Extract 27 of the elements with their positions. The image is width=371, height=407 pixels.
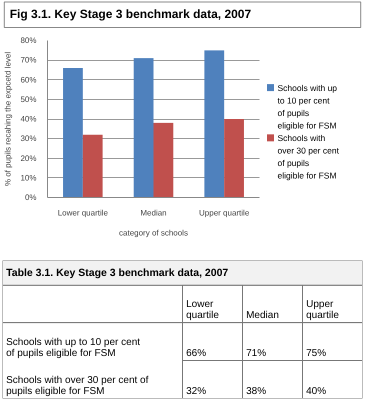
- y-tick-label: 0%: [24, 193, 36, 202]
- y-tick-label: 70%: [20, 56, 37, 65]
- data-label: 75%: [306, 348, 326, 360]
- x-tick-label: Lower quartile: [186, 299, 220, 322]
- data-label: 32%: [186, 386, 206, 398]
- y-axis-title: % of pupils recahing the expcetd level: [3, 52, 12, 186]
- y-tick-label: 50%: [20, 94, 37, 104]
- y-tick-label: 10%: [20, 173, 37, 182]
- chart-title: Table 3.1. Key Stage 3 benchmark data, 2007: [6, 266, 228, 279]
- x-tick-label: Upper quartile: [306, 299, 340, 322]
- x-tick-label: Median: [246, 310, 279, 322]
- x-tick-label: Median: [140, 208, 167, 218]
- data-label: 38%: [246, 386, 266, 398]
- y-tick-label: 30%: [20, 134, 37, 144]
- legend-label: Schools with up to 10 per cent of pupils eligible for FSM: [278, 82, 338, 130]
- x-tick-label: Lower quartile: [58, 208, 109, 218]
- y-tick-label: 20%: [20, 154, 37, 163]
- y-tick-label: 40%: [20, 114, 37, 124]
- data-label: 66%: [186, 348, 206, 360]
- legend-label: Schools with over 30 per cent of pupils eligible for FSM: [278, 133, 340, 181]
- x-axis-title: category of schools: [119, 228, 188, 238]
- y-tick-label: 80%: [20, 36, 37, 45]
- data-label: 71%: [246, 348, 266, 360]
- data-label: 40%: [306, 386, 326, 398]
- chart-title: Fig 3.1. Key Stage 3 benchmark data, 2007: [10, 7, 252, 21]
- x-tick-label: Upper quartile: [199, 208, 250, 218]
- y-tick-label: 60%: [20, 75, 37, 84]
